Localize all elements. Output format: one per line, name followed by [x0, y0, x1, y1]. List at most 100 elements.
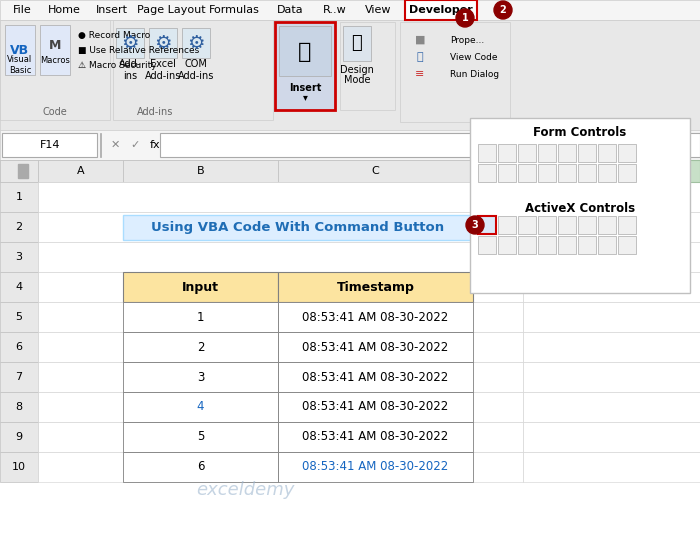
FancyBboxPatch shape	[0, 160, 700, 543]
FancyBboxPatch shape	[340, 22, 395, 110]
FancyBboxPatch shape	[278, 272, 473, 302]
Text: ✕: ✕	[111, 140, 120, 150]
Text: View: View	[365, 5, 391, 15]
FancyBboxPatch shape	[123, 215, 473, 240]
Text: 4: 4	[197, 401, 204, 414]
Text: ✓: ✓	[130, 140, 140, 150]
Text: exceldemy: exceldemy	[196, 481, 294, 499]
Text: fx: fx	[150, 140, 160, 150]
Text: 1: 1	[461, 13, 468, 23]
FancyBboxPatch shape	[523, 302, 700, 332]
Text: 2: 2	[197, 340, 204, 353]
Text: Insert: Insert	[96, 5, 128, 15]
FancyBboxPatch shape	[279, 26, 331, 76]
FancyBboxPatch shape	[523, 422, 700, 452]
Text: Input: Input	[182, 281, 219, 294]
FancyBboxPatch shape	[116, 28, 144, 58]
Text: 5: 5	[197, 431, 204, 444]
FancyBboxPatch shape	[40, 25, 70, 75]
Circle shape	[494, 1, 512, 19]
Text: 08:53:41 AM 08-30-2022: 08:53:41 AM 08-30-2022	[302, 340, 449, 353]
Text: ■ Use Relative References: ■ Use Relative References	[78, 46, 200, 54]
FancyBboxPatch shape	[578, 236, 596, 254]
Text: ■: ■	[414, 35, 426, 45]
FancyBboxPatch shape	[618, 216, 636, 234]
FancyBboxPatch shape	[123, 302, 278, 332]
Text: Using VBA Code With Command Button: Using VBA Code With Command Button	[151, 220, 444, 233]
Text: 08:53:41 AM 08-30-2022: 08:53:41 AM 08-30-2022	[302, 401, 449, 414]
FancyBboxPatch shape	[160, 133, 700, 157]
FancyBboxPatch shape	[598, 216, 616, 234]
FancyBboxPatch shape	[473, 160, 523, 182]
Text: Run Dialog: Run Dialog	[450, 70, 499, 79]
FancyBboxPatch shape	[0, 242, 38, 272]
FancyBboxPatch shape	[518, 164, 536, 182]
FancyBboxPatch shape	[38, 332, 523, 362]
Text: Home: Home	[48, 5, 80, 15]
Text: Data: Data	[276, 5, 303, 15]
FancyBboxPatch shape	[538, 236, 556, 254]
FancyBboxPatch shape	[523, 332, 700, 362]
Circle shape	[456, 9, 474, 27]
FancyBboxPatch shape	[0, 182, 38, 212]
FancyBboxPatch shape	[113, 20, 273, 120]
Text: ⚠ Macro Security: ⚠ Macro Security	[78, 60, 157, 70]
FancyBboxPatch shape	[618, 164, 636, 182]
FancyBboxPatch shape	[523, 362, 700, 392]
Text: 3: 3	[472, 220, 478, 230]
Text: 5: 5	[15, 312, 22, 322]
FancyBboxPatch shape	[558, 216, 576, 234]
Text: 6: 6	[15, 342, 22, 352]
FancyBboxPatch shape	[523, 272, 700, 302]
FancyBboxPatch shape	[478, 144, 496, 162]
FancyBboxPatch shape	[523, 182, 700, 212]
FancyBboxPatch shape	[278, 332, 473, 362]
Text: C: C	[372, 166, 379, 176]
Text: Form Controls: Form Controls	[533, 125, 626, 138]
FancyBboxPatch shape	[182, 28, 210, 58]
Text: Excel
Add-ins: Excel Add-ins	[145, 59, 181, 81]
FancyBboxPatch shape	[278, 422, 473, 452]
Text: Add-ins: Add-ins	[136, 107, 173, 117]
FancyBboxPatch shape	[523, 160, 700, 182]
Text: 6: 6	[197, 460, 204, 473]
Text: 08:53:41 AM 08-30-2022: 08:53:41 AM 08-30-2022	[302, 311, 449, 324]
FancyBboxPatch shape	[538, 144, 556, 162]
Text: 2: 2	[15, 222, 22, 232]
FancyBboxPatch shape	[0, 0, 700, 20]
Text: Design: Design	[340, 65, 374, 75]
FancyBboxPatch shape	[518, 144, 536, 162]
Text: Add-
ins: Add- ins	[119, 59, 141, 81]
FancyBboxPatch shape	[123, 332, 278, 362]
Text: 8: 8	[15, 402, 22, 412]
Text: B: B	[197, 166, 204, 176]
FancyBboxPatch shape	[278, 392, 473, 422]
FancyBboxPatch shape	[100, 133, 101, 157]
FancyBboxPatch shape	[123, 362, 278, 392]
Text: M: M	[49, 39, 61, 52]
FancyBboxPatch shape	[0, 392, 38, 422]
FancyBboxPatch shape	[598, 236, 616, 254]
FancyBboxPatch shape	[123, 452, 278, 482]
FancyBboxPatch shape	[0, 20, 700, 130]
Text: ⚙: ⚙	[188, 34, 204, 53]
FancyBboxPatch shape	[618, 236, 636, 254]
FancyBboxPatch shape	[578, 216, 596, 234]
FancyBboxPatch shape	[38, 212, 523, 242]
Text: Visual
Basic: Visual Basic	[8, 55, 33, 75]
FancyBboxPatch shape	[123, 422, 278, 452]
Text: ⚙: ⚙	[121, 34, 139, 53]
Text: Formulas: Formulas	[209, 5, 260, 15]
FancyBboxPatch shape	[0, 332, 38, 362]
FancyBboxPatch shape	[0, 212, 38, 242]
Text: View Code: View Code	[450, 53, 498, 61]
FancyBboxPatch shape	[578, 164, 596, 182]
FancyBboxPatch shape	[498, 144, 516, 162]
FancyBboxPatch shape	[38, 302, 523, 332]
Text: 08:53:41 AM 08-30-2022: 08:53:41 AM 08-30-2022	[302, 370, 449, 383]
FancyBboxPatch shape	[2, 133, 97, 157]
FancyBboxPatch shape	[0, 130, 700, 160]
Text: ● Record Macro: ● Record Macro	[78, 30, 150, 40]
Text: Timestamp: Timestamp	[337, 281, 414, 294]
FancyBboxPatch shape	[400, 22, 510, 122]
